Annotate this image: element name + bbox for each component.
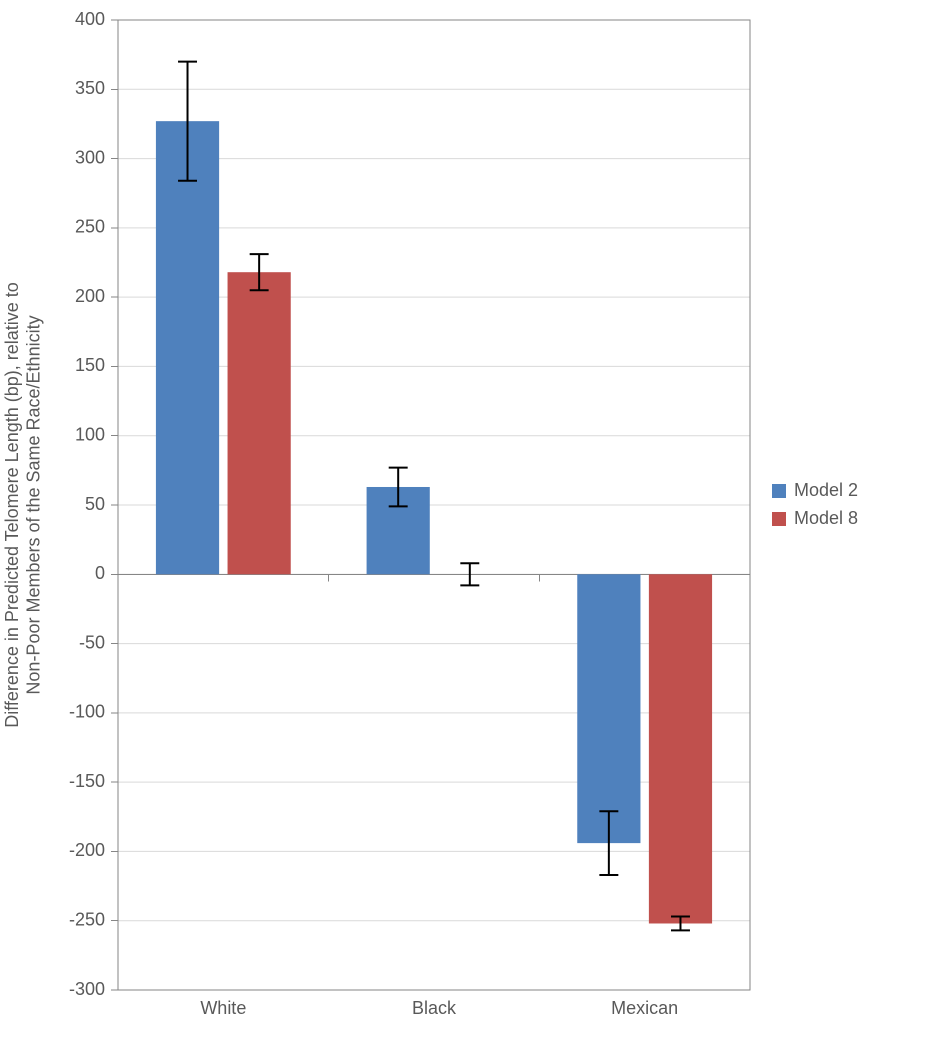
legend-swatch — [772, 484, 786, 498]
y-tick-label: 250 — [75, 217, 105, 237]
y-tick-label: 300 — [75, 147, 105, 167]
y-tick-label: -100 — [69, 702, 105, 722]
y-tick-label: -50 — [79, 632, 105, 652]
legend-swatch — [772, 512, 786, 526]
y-tick-label: 50 — [85, 494, 105, 514]
y-tick-label: 0 — [95, 563, 105, 583]
y-tick-label: 100 — [75, 424, 105, 444]
bar — [228, 272, 291, 574]
y-tick-label: -200 — [69, 840, 105, 860]
x-category-label: White — [200, 998, 246, 1018]
x-category-label: Black — [412, 998, 457, 1018]
bar — [156, 121, 219, 574]
y-tick-label: 400 — [75, 9, 105, 29]
y-tick-label: -150 — [69, 771, 105, 791]
legend-label: Model 8 — [794, 508, 858, 528]
y-axis-label: Difference in Predicted Telomere Length … — [2, 282, 44, 728]
y-tick-label: -300 — [69, 979, 105, 999]
telomere-length-bar-chart: -300 -250 -200 -150 -100 -50 0 50 100 150 200 250 30… — [0, 0, 933, 1050]
y-tick-label: 200 — [75, 286, 105, 306]
legend-label: Model 2 — [794, 480, 858, 500]
bar — [649, 574, 712, 923]
y-tick-label: -250 — [69, 909, 105, 929]
bar — [577, 574, 640, 843]
x-category-label: Mexican — [611, 998, 678, 1018]
y-tick-label: 150 — [75, 355, 105, 375]
y-tick-label: 350 — [75, 78, 105, 98]
